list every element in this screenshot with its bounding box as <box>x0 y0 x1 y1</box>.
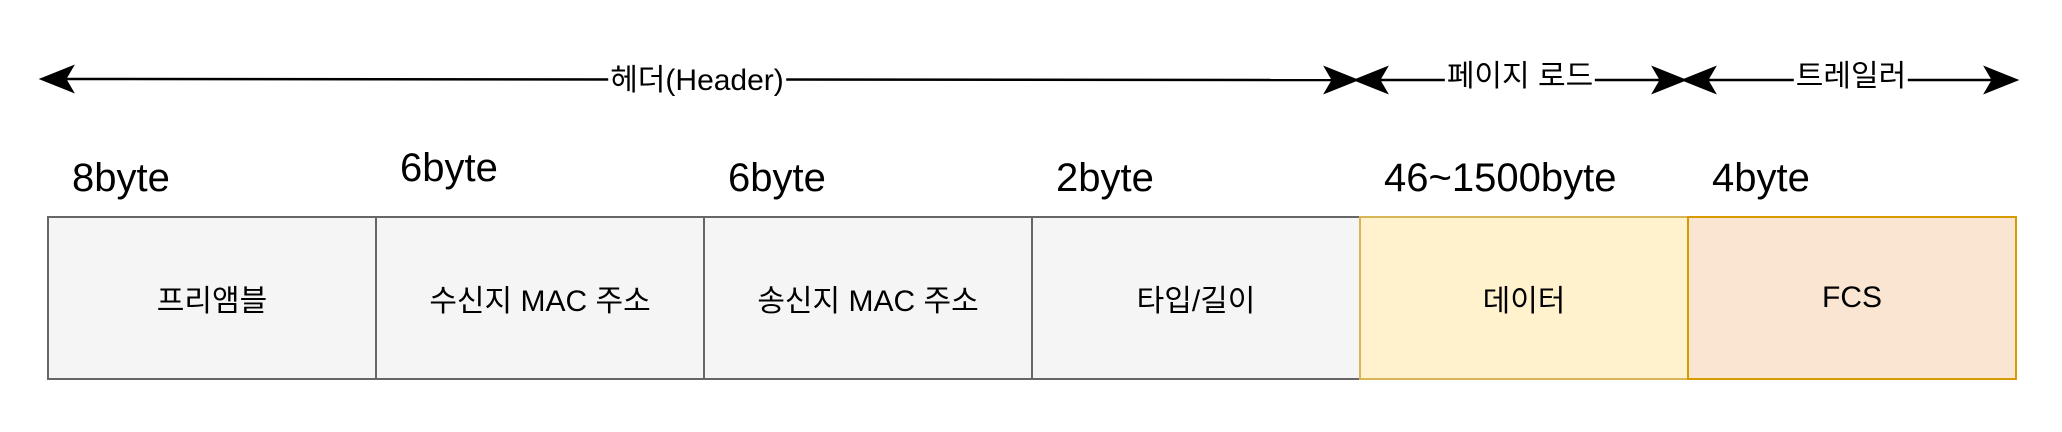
header-section-label: 헤더(Header) <box>608 62 786 100</box>
destination-mac-field-label: 수신지 MAC 주소 <box>429 285 651 318</box>
type-length-field-label: 타입/길이 <box>1136 285 1256 318</box>
header-arrow-right-head <box>1323 65 1360 95</box>
payload-arrow-left-head <box>1352 65 1389 95</box>
payload-arrow-right-head <box>1651 65 1688 95</box>
data-field-label: 데이터 <box>1482 285 1566 318</box>
source-mac-field: 송신지 MAC 주소 <box>703 216 1033 380</box>
fcs-field: FCS <box>1687 216 2017 380</box>
preamble-field-label: 프리앰블 <box>156 285 268 318</box>
type-length-field: 타입/길이 <box>1031 216 1361 380</box>
trailer-section-label: 트레일러 <box>1793 58 1909 96</box>
source-mac-size-label: 6byte <box>728 156 826 200</box>
header-arrow-left-head <box>38 64 75 94</box>
trailer-arrow-left-head <box>1680 65 1717 95</box>
destination-mac-size-label: 6byte <box>400 146 498 190</box>
source-mac-field-label: 송신지 MAC 주소 <box>757 285 979 318</box>
fcs-size-label: 4byte <box>1712 156 1810 200</box>
preamble-field: 프리앰블 <box>47 216 377 380</box>
preamble-size-label: 8byte <box>72 156 170 200</box>
destination-mac-field: 수신지 MAC 주소 <box>375 216 705 380</box>
data-field: 데이터 <box>1359 216 1689 380</box>
fcs-field-label: FCS <box>1822 281 1882 314</box>
trailer-arrow-right-head <box>1983 65 2020 95</box>
data-size-label: 46~1500byte <box>1384 156 1617 200</box>
type-length-size-label: 2byte <box>1056 156 1154 200</box>
payload-section-label: 페이지 로드 <box>1444 58 1596 96</box>
